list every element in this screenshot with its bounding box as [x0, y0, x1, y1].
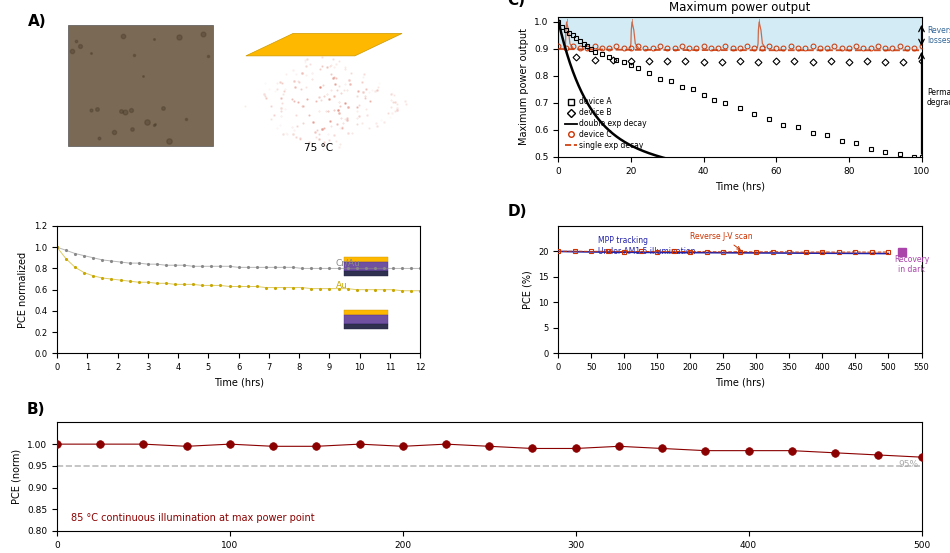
Y-axis label: Maximum power output: Maximum power output — [519, 28, 528, 145]
Text: 85 °C continuous illumination at max power point: 85 °C continuous illumination at max pow… — [71, 513, 314, 523]
Text: A): A) — [28, 14, 47, 29]
FancyBboxPatch shape — [344, 270, 388, 275]
Text: B): B) — [27, 402, 46, 417]
Text: 75 °C: 75 °C — [304, 143, 333, 153]
Y-axis label: PCE normalized: PCE normalized — [18, 252, 28, 328]
FancyBboxPatch shape — [344, 262, 388, 270]
Title: Maximum power output: Maximum power output — [669, 1, 810, 14]
Text: C): C) — [507, 0, 525, 8]
X-axis label: Time (hrs): Time (hrs) — [715, 378, 765, 388]
Text: Recovery
in dark: Recovery in dark — [894, 255, 929, 274]
Legend: device A, device B, double exp decay, device C, single exp decay: device A, device B, double exp decay, de… — [562, 95, 650, 153]
X-axis label: Time (hrs): Time (hrs) — [715, 181, 765, 191]
FancyBboxPatch shape — [344, 310, 388, 315]
FancyBboxPatch shape — [344, 315, 388, 324]
Y-axis label: PCE (norm): PCE (norm) — [11, 449, 22, 504]
Text: Reversible
losses: Reversible losses — [927, 26, 950, 45]
X-axis label: Time (hrs): Time (hrs) — [214, 378, 263, 388]
Polygon shape — [246, 33, 402, 56]
Text: Au: Au — [335, 280, 348, 290]
Text: Reverse J-V scan: Reverse J-V scan — [691, 232, 753, 249]
Text: 95%: 95% — [898, 460, 918, 469]
Y-axis label: PCE (%): PCE (%) — [522, 270, 533, 309]
FancyBboxPatch shape — [344, 257, 388, 262]
FancyBboxPatch shape — [344, 324, 388, 329]
Text: Cr/Au: Cr/Au — [335, 258, 360, 267]
Text: D): D) — [507, 204, 527, 218]
Text: MPP tracking
Under AM1.5 illumination: MPP tracking Under AM1.5 illumination — [598, 236, 695, 255]
FancyBboxPatch shape — [67, 25, 213, 145]
Text: Permanent
degradation: Permanent degradation — [927, 88, 950, 107]
